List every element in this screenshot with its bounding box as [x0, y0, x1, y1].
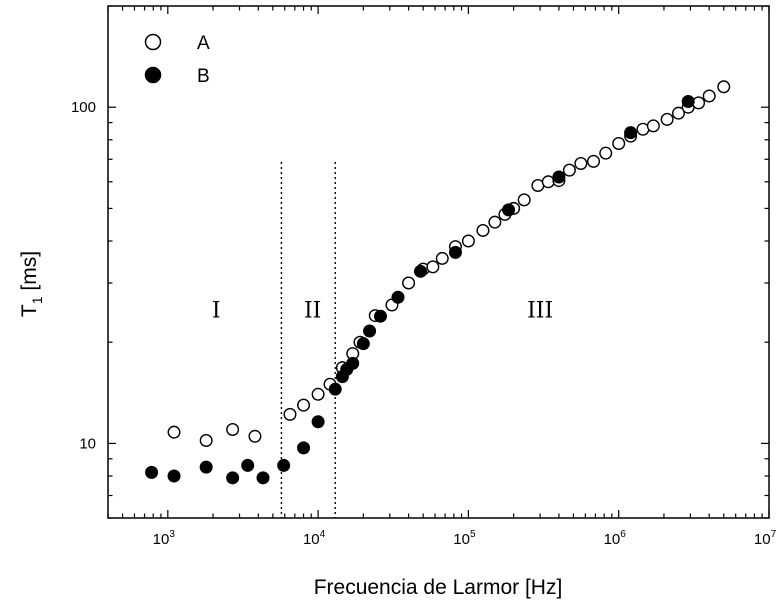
data-point-b: [552, 170, 566, 184]
data-point-a: [435, 251, 449, 265]
data-point-a: [702, 89, 716, 103]
legend-label: A: [197, 33, 210, 54]
data-point-a: [574, 157, 588, 171]
data-point-a: [297, 398, 311, 412]
data-point-b: [373, 309, 387, 323]
x-tick-label-base: 10: [754, 531, 771, 548]
x-tick-label: 103: [153, 529, 176, 548]
data-point-b: [391, 290, 405, 304]
data-point-a: [562, 163, 576, 177]
data-point-b: [241, 458, 255, 472]
data-point-a: [541, 175, 555, 189]
data-point-a: [488, 215, 502, 229]
x-tick-label-exponent: 7: [771, 529, 777, 540]
data-point-b: [346, 356, 360, 370]
data-point-a: [248, 429, 262, 443]
y-tick-label: 10: [79, 435, 96, 452]
data-point-a: [587, 154, 601, 168]
data-point-a: [599, 146, 613, 160]
data-point-a: [517, 193, 531, 207]
data-point-b: [413, 264, 427, 278]
data-point-b: [363, 324, 377, 338]
data-point-a: [283, 407, 297, 421]
data-point-a: [167, 425, 181, 439]
y-tick-label: 100: [71, 99, 96, 116]
x-tick-label-base: 10: [153, 531, 170, 548]
region-label: II: [304, 299, 321, 324]
data-point-a: [660, 112, 674, 126]
data-point-b: [145, 465, 159, 479]
data-point-a: [402, 276, 416, 290]
data-point-a: [461, 234, 475, 248]
plot-frame: [107, 5, 770, 519]
data-point-b: [226, 471, 240, 485]
x-tick-label-exponent: 6: [620, 529, 626, 540]
legend-label: B: [197, 66, 210, 87]
data-point-a: [646, 119, 660, 133]
y-axis-title-tail: [ms]: [18, 251, 41, 297]
x-tick-label-exponent: 5: [470, 529, 476, 540]
data-point-a: [311, 387, 325, 401]
x-tick-label: 107: [754, 529, 777, 548]
data-point-a: [426, 260, 440, 274]
data-point-b: [328, 382, 342, 396]
data-point-b: [311, 415, 325, 429]
data-point-a: [476, 223, 490, 237]
x-axis-title: Frecuencia de Larmor [Hz]: [314, 576, 563, 599]
region-divider-lines: [280, 162, 336, 518]
data-point-b: [256, 471, 270, 485]
data-point-b: [624, 126, 638, 140]
legend-marker: [144, 66, 162, 84]
data-point-b: [277, 458, 291, 472]
data-point-b: [502, 203, 516, 217]
data-point-b: [297, 441, 311, 455]
region-labels: I II III: [212, 299, 553, 324]
data-point-a: [612, 136, 626, 150]
data-point-a: [226, 422, 240, 436]
x-tick-label-base: 10: [303, 531, 320, 548]
x-tick-label-exponent: 3: [169, 529, 175, 540]
data-point-a: [199, 434, 213, 448]
data-point-b: [199, 460, 213, 474]
x-tick-label-base: 10: [604, 531, 621, 548]
y-axis-title-subscript: 1: [29, 296, 45, 304]
data-point-b: [681, 94, 695, 108]
x-tick-label: 105: [453, 529, 476, 548]
data-points: [145, 80, 731, 485]
data-point-b: [448, 245, 462, 259]
x-tick-label: 106: [604, 529, 627, 548]
region-label: III: [527, 299, 553, 324]
legend-marker: [144, 33, 162, 51]
data-point-b: [167, 469, 181, 483]
data-point-b: [356, 337, 370, 351]
y-axis-title-main: T: [18, 304, 41, 317]
y-axis-title: T1 [ms]: [18, 251, 45, 317]
region-label: I: [212, 299, 221, 324]
x-tick-label: 104: [303, 529, 326, 548]
data-point-a: [717, 80, 731, 94]
data-point-a: [672, 106, 686, 120]
legend: AB: [144, 33, 210, 87]
x-tick-label-base: 10: [453, 531, 470, 548]
x-tick-label-exponent: 4: [320, 529, 326, 540]
